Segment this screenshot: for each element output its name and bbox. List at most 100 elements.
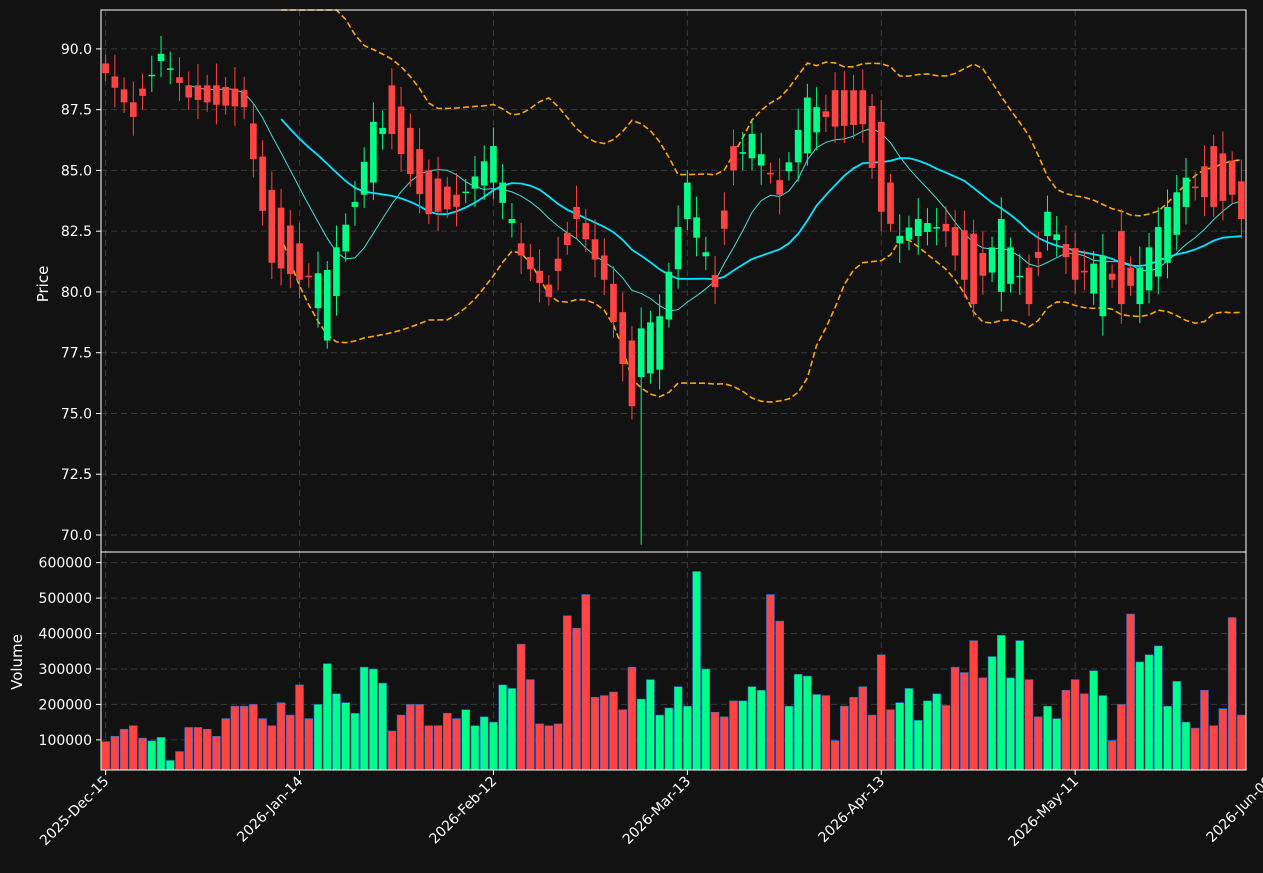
candle-body [933,227,940,229]
volume-bar [941,705,951,771]
volume-bar [396,714,406,771]
candle-body [120,89,128,103]
candle-body [166,68,174,70]
upper-band-line [281,9,1242,217]
candle-body [360,161,368,195]
candle-body [231,88,239,107]
candle-body [157,53,165,62]
candle-body [148,74,156,77]
candle-body [1053,234,1061,241]
volume-bar [969,640,978,771]
candle-body [684,182,691,220]
candle-body [813,107,820,133]
volume-bar [812,694,821,771]
candle-body [203,85,211,103]
candle-body [674,227,682,270]
volume-bar [424,725,434,771]
volume-bar [221,718,230,771]
volume-bar [673,686,683,771]
volume-bar [904,688,914,771]
volume-bar [655,714,664,771]
volume-bar [803,675,812,771]
volume-bar [581,594,591,771]
volume-bar [378,682,387,771]
candle-body [591,239,599,260]
candle-body [397,106,405,155]
candle-body [748,133,756,159]
candle-body [1173,192,1181,235]
candle-body [139,88,146,96]
candle-body [1154,227,1162,277]
candle-body [554,258,562,271]
volume-bar [110,736,120,771]
volume-bar [1024,679,1034,771]
volume-bar [609,691,618,771]
candle-body [988,247,996,273]
candle-body [1238,181,1245,220]
volume-bar [304,718,314,771]
candle-body [1136,267,1144,305]
candle-body [490,146,497,183]
candle-body [665,271,673,320]
volume-bar [618,709,627,771]
candle-body [480,161,488,186]
candle-body [351,202,359,207]
candle-body [610,283,617,322]
candle-body [720,210,728,229]
volume-bar [646,679,655,771]
volume-bar [1015,640,1025,771]
volume-bar [526,679,535,771]
volume-bar [599,695,609,771]
volume-bar [470,725,480,771]
candle-body [942,223,950,232]
volume-bar [747,686,757,771]
candle-body [1219,153,1227,201]
candle-body [831,90,839,127]
candle-body [600,255,608,280]
volume-bar [830,740,840,771]
candle-body [1099,255,1107,317]
slow-moving-average-line [280,118,1242,281]
volume-bar [147,740,157,771]
volume-bar [239,705,249,771]
candle-body [250,123,257,160]
candle-body [194,85,202,100]
volume-bar [461,709,471,771]
candle-body [536,270,543,284]
candle-body [1145,247,1153,291]
volume-bar [406,704,415,771]
candle-body [305,275,313,278]
volume-bar [1172,681,1182,771]
candle-body [222,86,229,106]
volume-bar [489,721,498,771]
volume-bar [138,737,147,771]
volume-bar [184,727,193,771]
volume-bar [1006,677,1015,771]
candle-body [711,274,719,288]
volume-bar [932,693,941,771]
volume-bar [710,711,720,771]
volume-bar [867,714,877,771]
candle-body [425,170,433,215]
candle-body [111,76,119,88]
candle-body [1034,251,1042,258]
volume-bar [1098,695,1108,771]
volume-bar [165,760,175,771]
candle-body [628,340,636,407]
volume-bar [766,594,775,771]
candle-body [573,206,580,220]
volume-bar [756,689,766,771]
volume-bar [202,728,212,771]
price-tick-label: 72.5 [61,467,92,483]
candle-body [951,227,959,256]
candle-body [730,146,737,171]
volume-bar [442,712,452,771]
volume-bar [1218,708,1228,771]
candle-body [1191,186,1199,189]
candle-body [370,121,377,183]
volume-bar [692,571,701,771]
volume-bar [1144,654,1154,771]
volume-bar [784,705,794,771]
candle-body [804,97,811,154]
volume-bar [1163,705,1172,771]
